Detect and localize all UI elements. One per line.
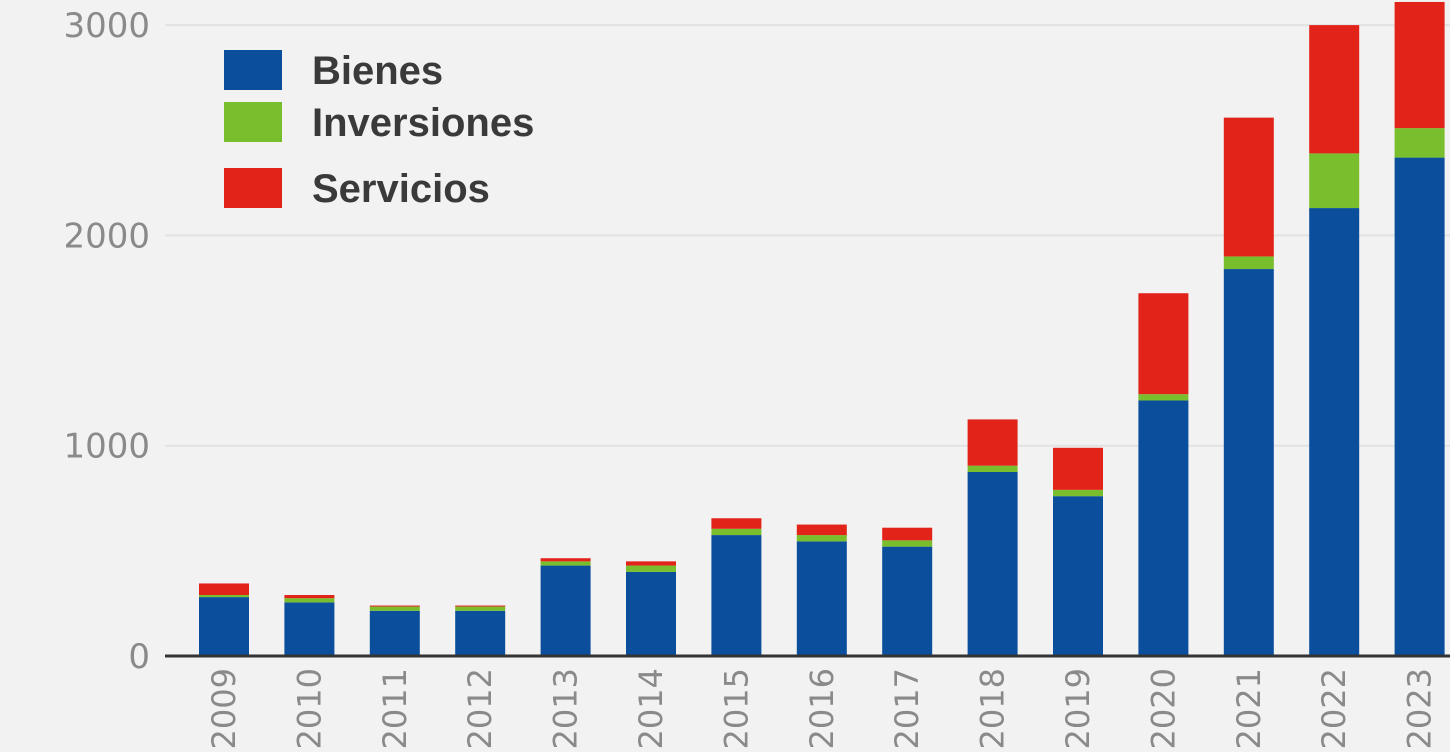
x-tick-label: 2020 xyxy=(1144,668,1182,749)
x-tick-label: 2017 xyxy=(888,668,926,749)
legend-swatch-servicios xyxy=(224,168,282,208)
bar-inversiones-2014 xyxy=(626,565,676,572)
legend-label-bienes: Bienes xyxy=(312,49,443,93)
x-tick-label: 2010 xyxy=(290,668,328,749)
bar-inversiones-2017 xyxy=(882,540,933,547)
x-tick-label: 2022 xyxy=(1315,668,1353,749)
y-axis-ticks: 0 1000 2000 3000 xyxy=(63,6,150,677)
bar-inversiones-2015 xyxy=(711,528,762,536)
bar-bienes-2020 xyxy=(1138,400,1189,656)
bar-inversiones-2016 xyxy=(796,535,847,542)
x-tick-label: 2012 xyxy=(461,668,499,749)
bar-bienes-2018 xyxy=(967,471,1018,656)
x-tick-label: 2011 xyxy=(376,668,414,749)
bar-inversiones-2020 xyxy=(1138,394,1189,401)
bar-bienes-2012 xyxy=(455,610,506,656)
bar-inversiones-2023 xyxy=(1394,128,1445,158)
legend-swatch-bienes xyxy=(224,50,282,90)
bar-inversiones-2011 xyxy=(369,606,420,611)
bar-servicios-2019 xyxy=(1053,447,1103,490)
bar-servicios-2016 xyxy=(796,524,847,536)
legend-swatch-inversiones xyxy=(224,102,282,142)
bar-servicios-2018 xyxy=(967,419,1018,466)
bar-servicios-2022 xyxy=(1309,25,1360,154)
bar-servicios-2011 xyxy=(369,605,420,607)
bar-bienes-2017 xyxy=(882,546,933,656)
bar-inversiones-2013 xyxy=(540,561,591,566)
legend-label-inversiones: Inversiones xyxy=(312,101,534,145)
y-tick-label: 3000 xyxy=(63,6,150,46)
bars xyxy=(199,1,1445,657)
x-tick-label: 2018 xyxy=(974,668,1012,749)
bar-servicios-2023 xyxy=(1394,1,1445,129)
y-tick-label: 1000 xyxy=(63,427,150,467)
legend: Bienes Inversiones Servicios xyxy=(224,49,534,211)
bar-bienes-2010 xyxy=(284,602,335,656)
x-tick-label: 2015 xyxy=(717,668,755,749)
bar-servicios-2014 xyxy=(626,561,676,566)
x-tick-label: 2009 xyxy=(205,668,243,749)
y-tick-label: 0 xyxy=(128,637,150,677)
bar-inversiones-2012 xyxy=(455,606,506,611)
bar-bienes-2022 xyxy=(1309,208,1360,656)
bar-bienes-2014 xyxy=(626,571,676,656)
bar-inversiones-2018 xyxy=(967,465,1018,472)
bar-servicios-2020 xyxy=(1138,293,1189,395)
x-tick-label: 2014 xyxy=(632,668,670,749)
x-tick-label: 2016 xyxy=(803,668,841,749)
bar-servicios-2009 xyxy=(199,583,249,596)
bar-bienes-2021 xyxy=(1223,269,1274,656)
bar-bienes-2015 xyxy=(711,535,762,656)
bar-servicios-2010 xyxy=(284,595,335,599)
bar-inversiones-2009 xyxy=(199,595,249,598)
bar-inversiones-2021 xyxy=(1223,256,1274,270)
bar-bienes-2011 xyxy=(369,610,420,656)
x-tick-label: 2023 xyxy=(1401,668,1439,749)
bar-servicios-2015 xyxy=(711,518,762,529)
bar-inversiones-2022 xyxy=(1309,153,1360,209)
bar-bienes-2019 xyxy=(1053,496,1103,656)
bar-inversiones-2019 xyxy=(1053,489,1103,497)
x-axis-ticks: 2009 2010 2011 2012 2013 2014 2015 2016 2017 2018… xyxy=(205,668,1439,749)
bar-servicios-2021 xyxy=(1223,117,1274,257)
bar-inversiones-2010 xyxy=(284,598,335,603)
x-tick-label: 2021 xyxy=(1230,668,1268,749)
x-tick-label: 2019 xyxy=(1059,668,1097,749)
bar-servicios-2012 xyxy=(455,605,506,607)
bar-servicios-2013 xyxy=(540,558,591,562)
bar-bienes-2013 xyxy=(540,565,591,656)
bar-servicios-2017 xyxy=(882,527,933,541)
bar-bienes-2016 xyxy=(796,541,847,656)
bar-bienes-2009 xyxy=(199,597,249,656)
x-tick-label: 2013 xyxy=(547,668,585,749)
bar-bienes-2023 xyxy=(1394,157,1445,657)
y-tick-label: 2000 xyxy=(63,216,150,256)
legend-label-servicios: Servicios xyxy=(312,167,490,211)
